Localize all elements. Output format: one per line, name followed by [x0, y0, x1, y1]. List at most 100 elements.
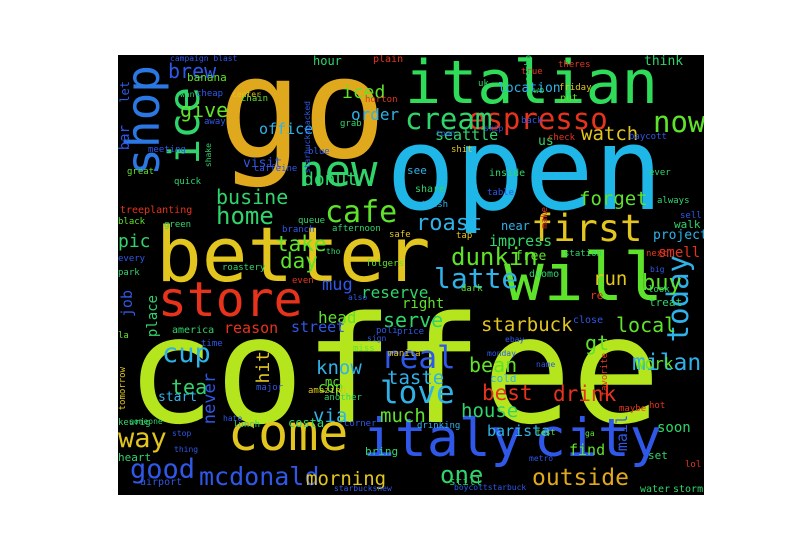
word-city: city [534, 408, 662, 469]
word-job: job [118, 290, 136, 318]
word-another: another [324, 393, 362, 403]
word-great: great [127, 167, 155, 177]
word-meeting: meeting [148, 145, 186, 155]
word-grab: grab [340, 119, 362, 129]
word-airport: airport [140, 477, 183, 488]
word-miss: miss [353, 344, 375, 354]
word-espresso: espresso [468, 102, 608, 136]
word-love: love [380, 375, 455, 411]
word-monday: monday [487, 349, 516, 358]
word-come: come [228, 404, 349, 462]
word-shit: shit [451, 145, 473, 155]
word-near: near [501, 219, 530, 233]
word-tap: tap [456, 231, 473, 241]
word-sell: sell [680, 211, 702, 221]
word-roastery: roastery [222, 263, 266, 273]
word-soon: soon [657, 420, 691, 436]
word-local: local [616, 313, 677, 337]
word-look: look [648, 285, 670, 295]
word-storm: storm [673, 484, 704, 495]
word-starbuck: starbuck [481, 314, 573, 336]
word-us: us [538, 134, 554, 149]
word-re: re [590, 289, 604, 302]
word-italy: italy [363, 408, 523, 469]
word-much: much [380, 405, 426, 427]
word-seattle: seattle [435, 126, 499, 144]
word-bean: bean [469, 353, 518, 377]
word-watch: watch [581, 123, 639, 145]
word-branch: branch [282, 225, 315, 235]
word-park: park [118, 268, 140, 278]
word-campaign-blast: campaign blast [170, 55, 238, 63]
word-real: real [381, 340, 456, 376]
word-manila: manila [388, 349, 421, 359]
word-plain: plain [373, 55, 404, 65]
word-skip: skip [484, 124, 504, 133]
word-tho: tho [326, 247, 341, 256]
word-boycottstarbuck: boycottstarbuck [454, 483, 527, 492]
word-donut: donut [303, 169, 358, 190]
word-starbucksnew: starbucksnew [334, 484, 392, 493]
word-home: home [216, 202, 274, 230]
word-two: two [528, 86, 545, 96]
word-baycott: baycott [629, 132, 667, 142]
word-first: first [531, 207, 643, 250]
word-drinking: drinking [417, 421, 461, 431]
word-costa: costa [288, 416, 325, 430]
word-even: even [292, 276, 314, 286]
word-center: center [232, 90, 261, 99]
word-queue: queue [298, 216, 326, 226]
word-reserve: reserve [361, 283, 429, 302]
word-put: put [560, 93, 579, 104]
word-pic: pic [118, 231, 151, 252]
word-give: give [180, 98, 229, 122]
word-walk: walk [674, 218, 701, 231]
word-house: house [461, 400, 519, 422]
word-stop: stop [172, 429, 192, 438]
word-cop: cop [318, 380, 344, 396]
word-set: set [648, 449, 668, 462]
word-ga: ga [585, 429, 595, 438]
word-right: right [402, 296, 445, 312]
word-find: find [569, 441, 606, 459]
word-big: big [650, 265, 665, 274]
word-think: think [644, 55, 684, 69]
word-taste: taste [387, 367, 445, 389]
word-water: water [640, 484, 671, 495]
word-way: way [118, 423, 167, 454]
word-open: open [386, 103, 663, 237]
word-one: one [440, 461, 484, 489]
word-now: now [653, 105, 704, 139]
word-mc: mc [325, 375, 340, 389]
word-cream: cream [405, 102, 493, 136]
word-major: major [256, 383, 284, 393]
word-tomorrow: tomorrow [118, 367, 128, 411]
word-folgers: folgers [366, 259, 404, 269]
word-trash: trash [421, 200, 449, 210]
word-barista: barista [487, 422, 551, 440]
word-mcdonald: mcdonald [199, 462, 320, 491]
word-ever: ever [649, 168, 671, 178]
word-back: back [521, 116, 543, 126]
word-location: location [498, 81, 561, 96]
word-place: place [145, 295, 161, 338]
word-order: order [351, 105, 400, 124]
word-america: america [172, 325, 215, 336]
word-go: go [218, 55, 387, 191]
word-blue: blue [308, 147, 330, 157]
word-town: town [436, 129, 456, 138]
word-corner: corner [344, 419, 377, 429]
word-morning: morning [306, 468, 387, 490]
word-la: la [118, 331, 129, 341]
word-impress: impress [489, 232, 553, 250]
word-dunkin: dunkin [451, 243, 538, 271]
word-new: new [298, 146, 378, 197]
word-never: never [200, 373, 220, 425]
word-horton: horton [365, 95, 398, 105]
word-next: next [646, 249, 668, 259]
word-coffee: coffee [126, 285, 661, 457]
word-treeplanting: treeplanting [120, 205, 193, 216]
word-duomo: duomo [529, 269, 560, 280]
word-lunch: lunch [233, 420, 261, 430]
word-drink: drink [553, 382, 617, 406]
